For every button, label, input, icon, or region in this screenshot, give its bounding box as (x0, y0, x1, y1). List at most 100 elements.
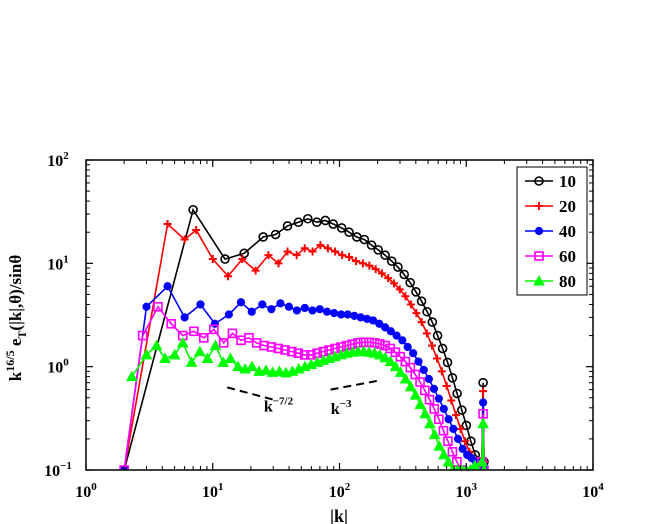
data-point (434, 394, 443, 403)
data-point (140, 348, 153, 360)
data-point (428, 341, 437, 350)
data-point (479, 387, 488, 396)
data-point (437, 367, 446, 376)
data-point (433, 440, 446, 451)
legend-marker (534, 251, 544, 261)
x-tick-label: 104 (582, 481, 604, 501)
slope-guide-line (226, 386, 274, 401)
data-point (404, 380, 417, 392)
y-tick-label: 102 (47, 150, 69, 170)
data-point (299, 350, 310, 360)
data-point (209, 339, 222, 351)
y-tick-label: 10−1 (44, 460, 72, 480)
data-point (371, 265, 380, 274)
data-point (458, 444, 467, 454)
data-point (403, 342, 412, 352)
legend-marker (534, 226, 544, 236)
data-point (433, 354, 442, 363)
data-point (244, 333, 254, 343)
y-label-text2: (|k|,θ)/sinθ (6, 255, 25, 331)
data-point (386, 256, 397, 266)
data-point (302, 213, 313, 224)
data-point (180, 235, 189, 244)
data-point (322, 307, 332, 316)
data-point (201, 352, 214, 363)
data-point (308, 306, 317, 315)
data-point (358, 259, 367, 268)
data-point (478, 398, 488, 407)
data-point (398, 336, 407, 345)
data-point (315, 305, 324, 314)
data-point (137, 330, 148, 341)
data-point (331, 247, 340, 256)
data-point (283, 247, 292, 256)
data-point (384, 355, 397, 367)
data-point (239, 248, 249, 259)
data-point (456, 424, 465, 433)
legend-entry: 40 (525, 222, 576, 241)
data-point (386, 327, 395, 336)
data-point (449, 424, 458, 433)
data-point (414, 357, 423, 366)
data-point (442, 357, 453, 368)
legend-entry: 20 (525, 197, 576, 216)
y-label-sub: T (15, 331, 29, 339)
data-point (159, 352, 171, 363)
x-tick-label: 102 (329, 481, 351, 501)
data-point (258, 232, 268, 242)
data-point (163, 220, 172, 229)
data-point (442, 381, 451, 390)
data-point (439, 404, 448, 414)
y-label-text1: e (6, 338, 25, 350)
data-point (373, 245, 384, 255)
data-point (395, 285, 404, 294)
data-point (280, 345, 290, 355)
data-point (461, 420, 472, 431)
data-point (264, 251, 273, 260)
data-point (438, 448, 450, 460)
data-point (460, 469, 471, 470)
data-point (247, 307, 256, 316)
data-point (343, 310, 352, 319)
data-point (366, 240, 377, 250)
data-point (336, 223, 347, 233)
data-point (260, 364, 272, 375)
data-point (292, 306, 301, 315)
data-point (412, 309, 421, 318)
data-point (405, 277, 415, 288)
data-point (168, 348, 181, 360)
y-label-base: k (6, 371, 25, 381)
slope-annotation: k−3 (331, 398, 352, 418)
data-point (461, 437, 470, 446)
data-point (443, 436, 453, 446)
data-point (399, 372, 412, 384)
data-point (320, 215, 331, 226)
legend-entry: 80 (525, 272, 576, 291)
data-point (365, 261, 374, 270)
data-point (323, 244, 332, 253)
data-point (447, 447, 458, 457)
data-point (414, 398, 427, 410)
legend-marker (533, 274, 545, 286)
data-point (424, 374, 433, 384)
data-point (477, 417, 489, 429)
x-tick-label: 101 (202, 481, 224, 501)
data-point (142, 302, 151, 311)
data-point (409, 349, 418, 358)
data-point (276, 299, 285, 308)
slope-annotation: k−7/2 (264, 396, 294, 416)
data-point (478, 377, 488, 388)
data-point (282, 221, 293, 231)
data-point (232, 360, 244, 372)
data-point (389, 360, 402, 372)
data-point (447, 396, 456, 405)
legend-label: 20 (559, 197, 576, 216)
data-point (429, 384, 439, 393)
data-point (273, 365, 286, 376)
data-point (352, 257, 361, 266)
legend-label: 10 (559, 172, 576, 191)
data-point (393, 262, 403, 272)
data-point (409, 389, 422, 400)
data-point (424, 417, 436, 429)
